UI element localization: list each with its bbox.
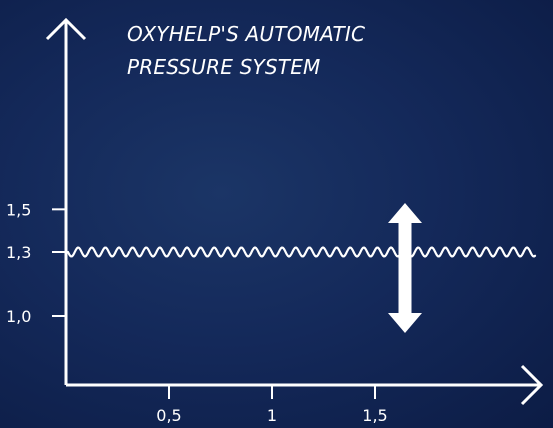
chart-title-line-2: PRESSURE SYSTEM [127,55,321,79]
x-tick-label: 1 [267,406,277,425]
series-group [66,246,537,258]
series-line [66,246,537,258]
x-tick-label: 1,5 [362,406,387,425]
y-tick-label: 1,3 [6,243,31,262]
x-tick-label: 0,5 [156,406,181,425]
y-axis-ticks: 1,5 1,3 1,0 [6,200,66,326]
axes [45,17,544,406]
x-axis-arrowhead [520,364,544,406]
double-arrow-annotation [388,203,422,333]
y-axis-arrowhead [45,17,87,41]
x-axis-ticks: 0,5 1 1,5 [156,385,388,425]
annotations [388,203,422,333]
y-tick-label: 1,5 [6,200,31,219]
y-tick-label: 1,0 [6,307,31,326]
chart-title-line-1: OXYHELP'S AUTOMATIC [127,22,366,46]
